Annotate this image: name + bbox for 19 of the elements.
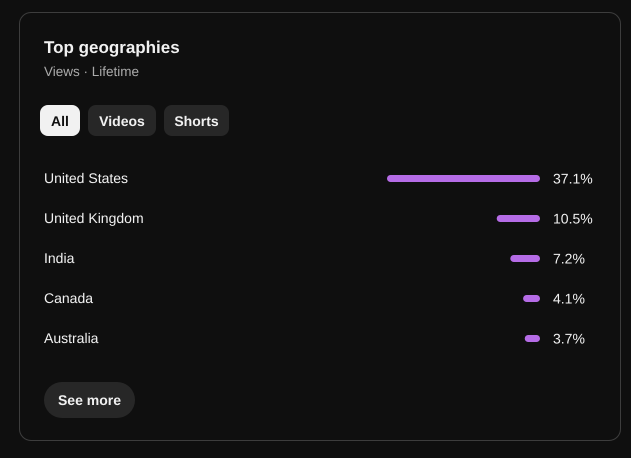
bar [387, 175, 540, 182]
text: Views · Lifetime [44, 64, 140, 79]
data-label: 37.1% [553, 170, 593, 186]
y-tick-label: Australia [44, 330, 99, 346]
text: Top geographies [44, 38, 180, 58]
y-tick-label: United States [44, 170, 128, 186]
text: Videos [88, 105, 156, 136]
y-tick-label: United Kingdom [44, 210, 144, 226]
data-label: 4.1% [553, 290, 585, 306]
text: Shorts [164, 105, 229, 136]
y-tick-label: India [44, 250, 75, 266]
text: See more [44, 382, 135, 418]
data-label: 3.7% [553, 330, 585, 346]
text: All [40, 105, 80, 136]
bar [510, 255, 540, 262]
y-tick-label: Canada [44, 290, 94, 306]
data-label: 10.5% [553, 210, 593, 226]
data-label: 7.2% [553, 250, 585, 266]
bar [496, 215, 540, 222]
